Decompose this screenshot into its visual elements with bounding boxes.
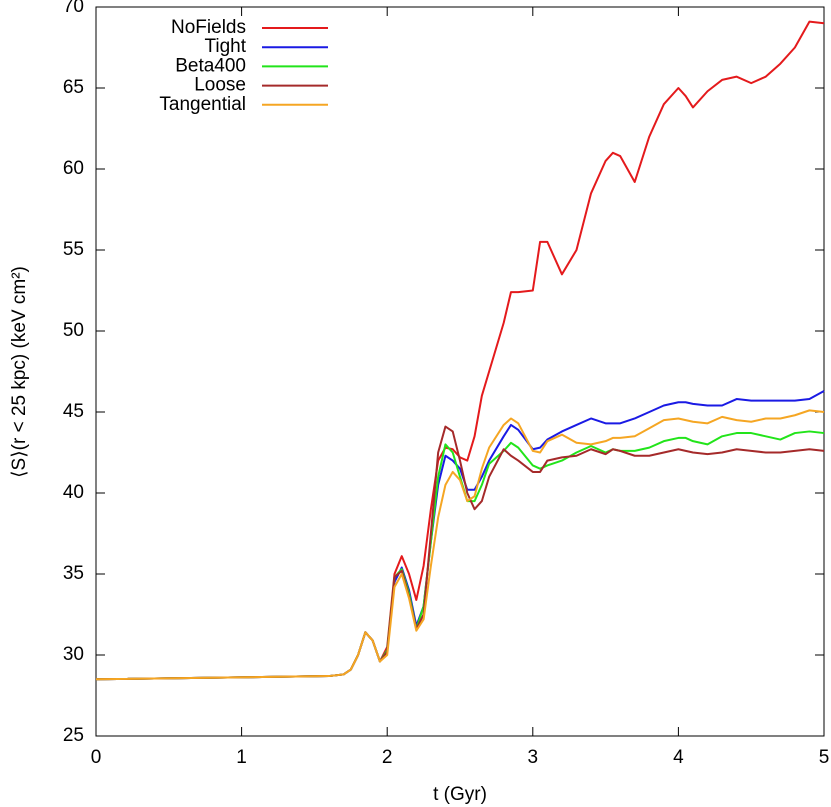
- x-tick-label: 0: [91, 747, 102, 768]
- legend-label: Beta400: [175, 55, 246, 76]
- legend-label: NoFields: [171, 17, 246, 38]
- y-tick-label: 70: [63, 0, 84, 17]
- x-tick-label: 4: [673, 747, 684, 768]
- y-tick-label: 35: [63, 563, 84, 584]
- line-series: [95, 20, 825, 681]
- y-tick-label: 40: [63, 482, 84, 503]
- line-series: [95, 425, 825, 681]
- line-series: [95, 409, 825, 681]
- x-axis-label: t (Gyr): [433, 784, 487, 805]
- x-tick-label: 3: [528, 747, 539, 768]
- legend-label: Tangential: [159, 94, 246, 115]
- y-tick-label: 25: [63, 725, 84, 746]
- y-tick-label: 50: [63, 320, 84, 341]
- y-tick-label: 65: [63, 77, 84, 98]
- x-tick-label: 2: [382, 747, 393, 768]
- legend-label: Tight: [204, 36, 246, 57]
- x-tick-label: 5: [819, 747, 830, 768]
- x-tick-label: 1: [236, 747, 247, 768]
- line-series: [95, 390, 825, 681]
- y-tick-label: 60: [63, 158, 84, 179]
- y-tick-label: 30: [63, 644, 84, 665]
- y-axis-label: ⟨S⟩(r < 25 kpc) (keV cm²): [9, 266, 30, 478]
- y-tick-label: 55: [63, 239, 84, 260]
- y-tick-label: 45: [63, 401, 84, 422]
- plot-frame: [95, 6, 825, 737]
- legend-label: Loose: [194, 75, 246, 96]
